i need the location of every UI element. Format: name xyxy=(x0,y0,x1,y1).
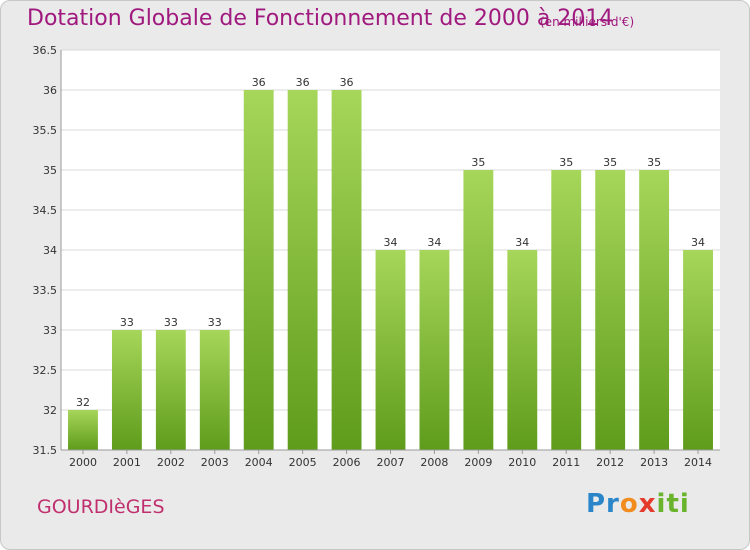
x-tick-label: 2008 xyxy=(420,456,448,469)
y-tick-label: 34.5 xyxy=(33,204,58,217)
bar-value-label: 35 xyxy=(647,156,661,169)
x-tick-label: 2010 xyxy=(508,456,536,469)
x-tick-label: 2014 xyxy=(684,456,712,469)
bar-2012 xyxy=(595,170,626,450)
logo-part-4: iti xyxy=(656,489,690,519)
bar-2002 xyxy=(155,330,186,450)
y-tick-label: 36 xyxy=(43,84,57,97)
bars xyxy=(68,90,713,450)
x-tick-label: 2006 xyxy=(333,456,361,469)
bar-2011 xyxy=(551,170,582,450)
bar-2009 xyxy=(463,170,494,450)
bar-value-label: 32 xyxy=(76,396,90,409)
bar-2001 xyxy=(111,330,142,450)
x-tick-label: 2000 xyxy=(69,456,97,469)
y-tick-label: 35.5 xyxy=(33,124,58,137)
bar-value-label: 34 xyxy=(384,236,398,249)
bar-value-label: 35 xyxy=(471,156,485,169)
y-tick-label: 33 xyxy=(43,324,57,337)
y-tick-label: 35 xyxy=(43,164,57,177)
bar-value-label: 33 xyxy=(164,316,178,329)
bar-value-label: 34 xyxy=(427,236,441,249)
commune-name: GOURDIèGES xyxy=(37,496,165,518)
bar-2000 xyxy=(68,410,98,450)
bar-2005 xyxy=(287,90,318,450)
chart-subtitle: (en milliers d'€) xyxy=(540,15,635,29)
bar-2014 xyxy=(683,250,713,450)
bar-labels: 32 33 33 33 36 36 36 34 34 35 34 35 35 35 34 xyxy=(76,76,705,409)
x-tick-label: 2005 xyxy=(289,456,317,469)
x-tick-label: 2001 xyxy=(113,456,141,469)
x-tick-label: 2004 xyxy=(245,456,273,469)
bar-2004 xyxy=(243,90,274,450)
bar-2007 xyxy=(375,250,406,450)
x-tick-label: 2011 xyxy=(552,456,580,469)
bar-value-label: 33 xyxy=(120,316,134,329)
x-tick-label: 2012 xyxy=(596,456,624,469)
bar-value-label: 36 xyxy=(340,76,354,89)
x-tick-label: 2009 xyxy=(464,456,492,469)
x-tick-label: 2003 xyxy=(201,456,229,469)
bar-2006 xyxy=(331,90,362,450)
proxiti-logo[interactable]: Proxiti xyxy=(586,489,690,519)
bar-2010 xyxy=(507,250,538,450)
y-axis-ticks: 31.5 32 32.5 33 33.5 34 34.5 35 35.5 36 36.5 xyxy=(33,44,58,457)
bar-value-label: 34 xyxy=(515,236,529,249)
bar-value-label: 34 xyxy=(691,236,705,249)
y-tick-label: 36.5 xyxy=(33,44,58,57)
bar-value-label: 36 xyxy=(252,76,266,89)
logo-part-1: Pr xyxy=(586,489,620,519)
y-tick-label: 33.5 xyxy=(33,284,58,297)
x-tick-label: 2002 xyxy=(157,456,185,469)
bar-value-label: 35 xyxy=(603,156,617,169)
y-tick-label: 31.5 xyxy=(33,444,58,457)
y-tick-label: 32.5 xyxy=(33,364,58,377)
chart-title: Dotation Globale de Fonctionnement de 20… xyxy=(27,6,614,31)
logo-part-3: x xyxy=(638,489,657,519)
bar-2013 xyxy=(639,170,670,450)
bar-2008 xyxy=(419,250,450,450)
logo-part-2: o xyxy=(619,489,639,519)
x-axis-ticks: 2000 2001 2002 2003 2004 2005 2006 2007 2008 2009… xyxy=(69,450,712,469)
x-tick-label: 2013 xyxy=(640,456,668,469)
bar-value-label: 36 xyxy=(296,76,310,89)
bar-value-label: 35 xyxy=(559,156,573,169)
y-tick-label: 34 xyxy=(43,244,57,257)
bar-2003 xyxy=(199,330,230,450)
bar-value-label: 33 xyxy=(208,316,222,329)
x-tick-label: 2007 xyxy=(377,456,405,469)
y-tick-label: 32 xyxy=(43,404,57,417)
